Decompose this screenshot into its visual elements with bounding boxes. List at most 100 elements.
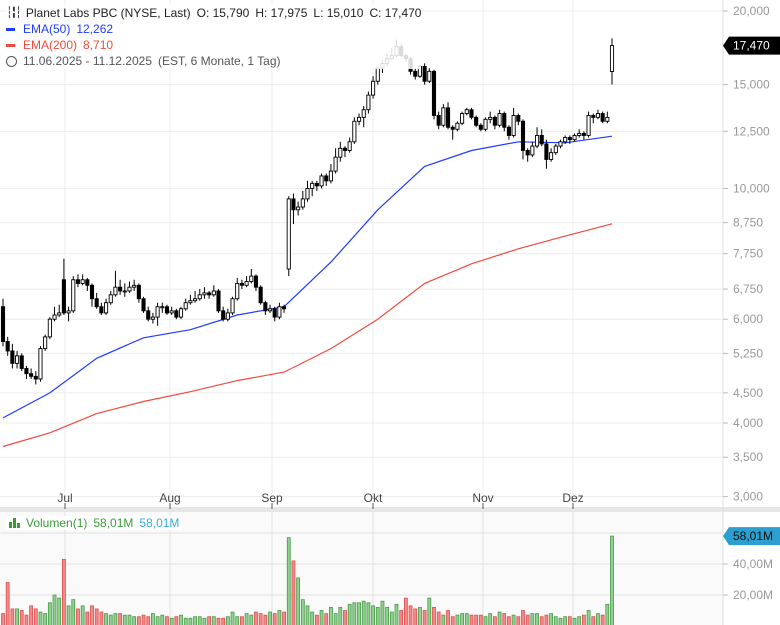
candle	[577, 129, 582, 138]
candle	[122, 283, 127, 297]
ema50-label[interactable]: EMA(50)	[23, 22, 71, 36]
candle	[328, 164, 333, 184]
volume-bar	[436, 611, 441, 625]
candle	[263, 300, 268, 315]
volume-legend: Volumen(1) 58,01M 58,01M	[6, 516, 183, 530]
candle-body	[211, 290, 216, 296]
volume-bar	[347, 603, 352, 625]
volume-bar	[43, 613, 48, 625]
candle	[207, 290, 212, 299]
candle-body	[478, 124, 483, 130]
volume-label[interactable]: Volumen(1)	[26, 516, 88, 530]
volume-bar	[221, 617, 226, 625]
legend-title: Planet Labs PBC (NYSE, Last)	[25, 6, 191, 20]
volume-bar	[591, 616, 596, 625]
candle	[483, 117, 488, 132]
candle-body	[29, 373, 34, 377]
volume-bar	[530, 613, 535, 625]
volume-bar	[380, 600, 385, 625]
candle	[80, 274, 85, 286]
candle	[71, 276, 76, 313]
candle-body	[366, 94, 371, 111]
volume-bar	[62, 558, 66, 625]
candle	[558, 139, 563, 149]
candle-body	[235, 282, 240, 300]
candle	[563, 135, 568, 144]
volume-bar	[497, 611, 502, 625]
candle	[249, 269, 254, 284]
candle-body	[609, 45, 615, 72]
ema200-value: 8,710	[83, 38, 114, 52]
candle-body	[113, 286, 118, 296]
volume-bar	[375, 607, 380, 625]
candle	[319, 173, 324, 189]
volume-bar	[211, 616, 216, 625]
candle-body	[469, 109, 474, 118]
candle	[431, 69, 437, 120]
volume-bar	[314, 614, 319, 625]
volume-bar	[258, 613, 263, 625]
volume-bar	[118, 613, 123, 625]
candle-body	[516, 114, 521, 122]
candle-body	[600, 113, 605, 122]
candle	[188, 294, 193, 305]
ema200-label[interactable]: EMA(200)	[23, 38, 78, 52]
candle-body	[605, 116, 610, 122]
candle	[38, 346, 43, 382]
volume-bar	[160, 614, 165, 625]
volume-bar	[230, 611, 235, 625]
x-tick-label: Aug	[159, 491, 180, 505]
volume-bar	[263, 614, 268, 625]
candle	[0, 298, 6, 347]
ema200-line	[2, 223, 613, 448]
candle-body	[94, 298, 99, 308]
volume-bar	[141, 614, 146, 625]
candle-body	[202, 292, 207, 296]
volume-bars	[1, 535, 614, 625]
volume-bar	[108, 614, 113, 625]
candle	[104, 298, 109, 315]
candle-body	[497, 113, 502, 126]
candle-body	[141, 298, 146, 312]
volume-bar	[151, 613, 155, 625]
volume-bar	[577, 616, 582, 625]
candle	[15, 350, 20, 369]
candle-body	[300, 198, 305, 208]
legend-open: O: 15,790	[196, 6, 250, 20]
candle	[492, 115, 497, 130]
volume-bar	[357, 602, 361, 625]
candle	[600, 111, 605, 124]
candle	[33, 371, 38, 385]
volume-bar	[47, 602, 52, 625]
candle	[52, 306, 57, 322]
volume-bar	[94, 608, 99, 625]
volume-value: 58,01M	[93, 516, 134, 530]
volume-bar	[38, 611, 43, 625]
x-tick-label: Sep	[261, 491, 283, 505]
volume-bar	[544, 614, 549, 625]
panel-divider[interactable]	[0, 507, 780, 512]
volume-bar	[113, 613, 118, 625]
volume-bar	[408, 605, 413, 625]
candle-body	[253, 275, 259, 288]
volume-bar	[539, 616, 544, 625]
legend-high: H: 17,975	[255, 6, 308, 20]
volume-bar	[516, 616, 521, 625]
volume-bar	[586, 610, 591, 625]
candle-body	[450, 126, 455, 130]
volume-bar	[76, 608, 80, 625]
volume-bar	[567, 616, 572, 625]
candle-body	[89, 284, 95, 300]
grid	[0, 0, 723, 625]
candle-body	[441, 107, 446, 126]
range-info: (EST, 6 Monate, 1 Tag)	[158, 54, 281, 68]
candle-body	[19, 355, 24, 369]
volume-bar	[507, 616, 511, 625]
volume-bar	[600, 614, 605, 625]
candle	[244, 276, 249, 288]
legend-low: L: 15,010	[313, 6, 364, 20]
candle-body	[10, 350, 15, 364]
candle	[366, 91, 371, 114]
candle-body	[267, 308, 273, 312]
